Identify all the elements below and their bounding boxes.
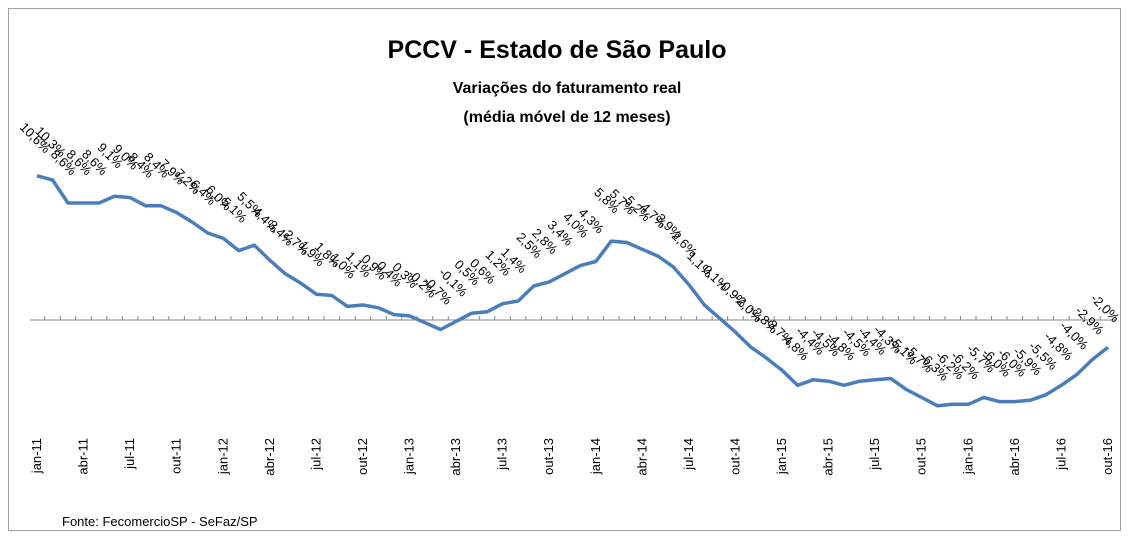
x-tick-label: jul-12 [308, 438, 323, 471]
x-tick-label: jan-15 [774, 438, 789, 475]
chart-border [8, 8, 1121, 531]
chart-subtitle: Variações do faturamento real [453, 80, 682, 97]
x-tick-label: jan-12 [215, 438, 230, 475]
x-tick-label: jul-11 [122, 438, 137, 470]
x-tick-label: jan-16 [960, 438, 975, 475]
chart-subtitle: (média móvel de 12 meses) [463, 109, 670, 126]
x-tick-label: out-14 [727, 438, 742, 475]
x-tick-label: abr-14 [634, 438, 649, 476]
chart-title: PCCV - Estado de São Paulo [388, 36, 727, 64]
x-tick-label: jul-16 [1053, 438, 1068, 471]
x-tick-label: abr-13 [448, 438, 463, 476]
x-tick-label: out-13 [541, 438, 556, 475]
x-tick-label: abr-15 [821, 438, 836, 476]
x-tick-label: abr-11 [76, 438, 91, 475]
x-tick-label: jul-15 [867, 438, 882, 471]
x-tick-label: jan-11 [29, 438, 44, 474]
x-tick-label: out-15 [914, 438, 929, 475]
x-tick-label: out-16 [1100, 438, 1115, 475]
x-tick-label: jul-14 [681, 438, 696, 471]
x-tick-label: abr-12 [262, 438, 277, 476]
x-tick-label: out-12 [355, 438, 370, 475]
x-tick-label: abr-16 [1007, 438, 1022, 476]
source-note: Fonte: FecomercioSP - SeFaz/SP [62, 514, 258, 529]
x-tick-label: jan-14 [588, 438, 603, 475]
x-tick-label: jan-13 [402, 438, 417, 475]
data-line [36, 174, 1110, 408]
x-tick-label: jul-13 [495, 438, 510, 471]
x-tick-label: out-11 [169, 438, 184, 474]
